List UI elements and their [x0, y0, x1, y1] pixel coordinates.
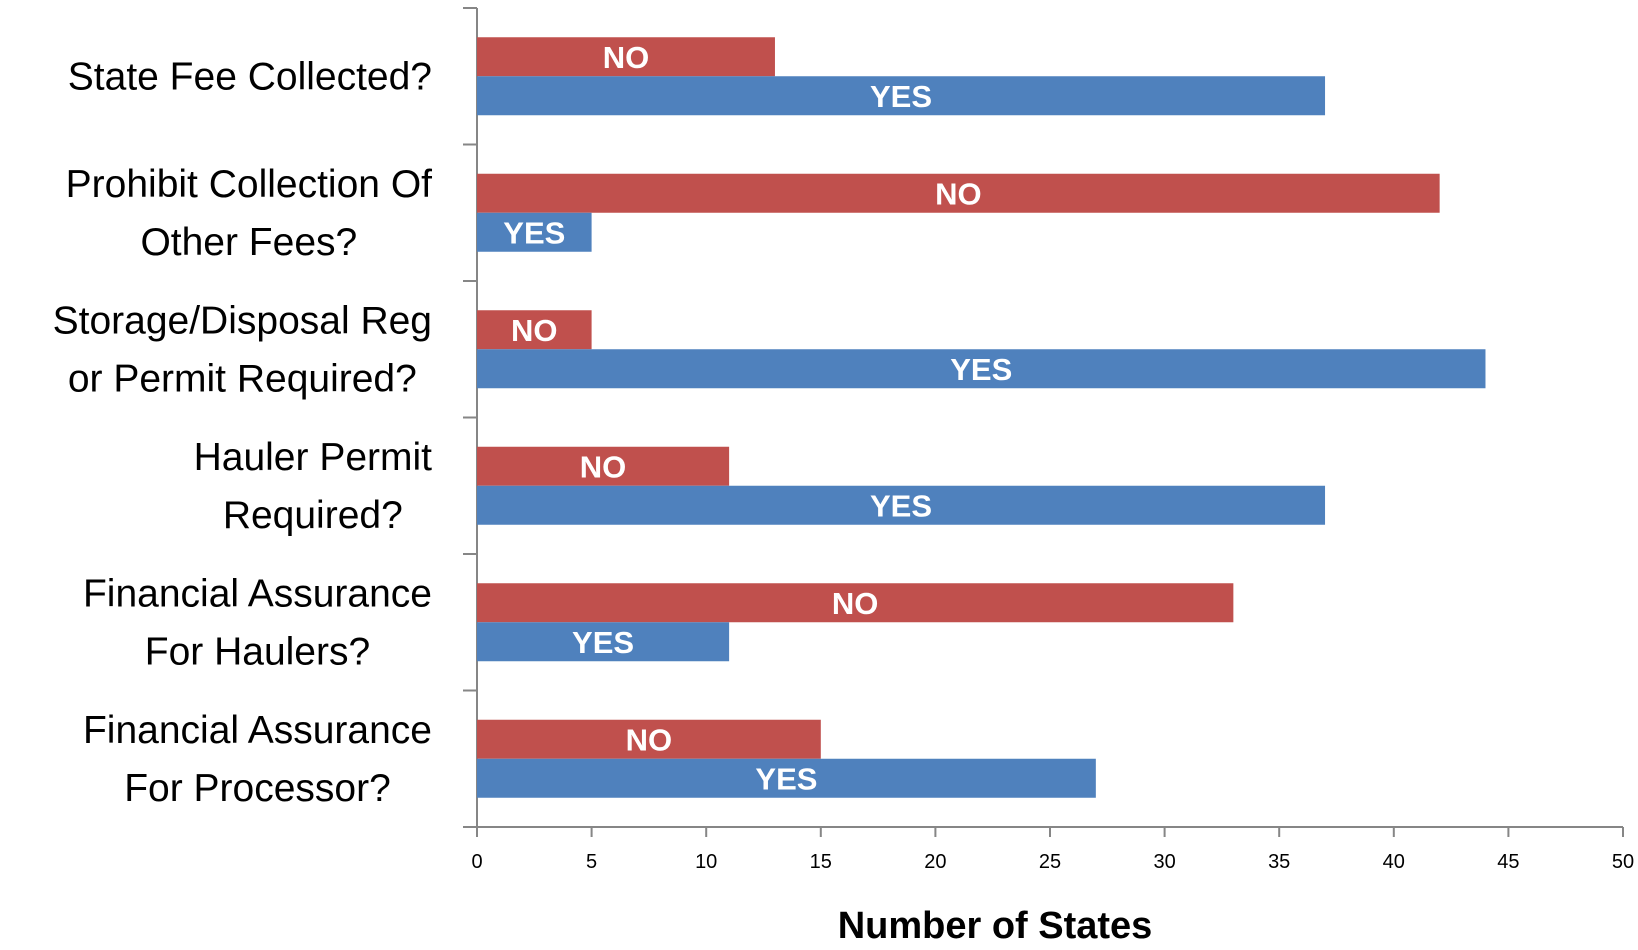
- category-label-line: Hauler Permit: [194, 436, 433, 479]
- bar-label: NO: [603, 40, 650, 75]
- bars: [477, 37, 1486, 798]
- x-tick-label: 10: [695, 851, 717, 873]
- category-label: Financial Assurance For Haulers?: [83, 572, 432, 673]
- category-label: Prohibit Collection Of Other Fees?: [66, 163, 432, 264]
- category-label-line: For Processor?: [124, 767, 391, 810]
- category-label-line: Other Fees?: [140, 221, 357, 264]
- x-axis-title: Number of States: [838, 905, 1153, 947]
- category-label: Financial Assurance For Processor?: [83, 709, 432, 810]
- x-tick-label: 45: [1497, 851, 1519, 873]
- bar-yes: [477, 349, 1486, 389]
- x-tick-label: 50: [1612, 851, 1634, 873]
- x-tick-label: 0: [471, 851, 482, 873]
- category-label-line: Financial Assurance: [83, 572, 432, 615]
- axes: [463, 7, 1624, 837]
- labels: 0 5 10 15 20 25 30 35 40 45 50 NO YES State Fee Colle…: [53, 40, 1635, 873]
- x-tick-label: 30: [1153, 851, 1175, 873]
- bar-yes: [477, 485, 1326, 525]
- bar-label: YES: [950, 352, 1012, 387]
- x-tick-label: 20: [924, 851, 946, 873]
- bar-yes: [477, 212, 592, 252]
- category-label-line: State Fee Collected?: [68, 55, 432, 98]
- category-label: State Fee Collected?: [68, 55, 432, 98]
- bar-label: NO: [580, 449, 627, 484]
- bar-label: YES: [572, 625, 634, 660]
- bar-label: YES: [870, 79, 932, 114]
- category-label: Storage/Disposal Reg or Permit Required?: [53, 299, 432, 400]
- bar-no: [477, 173, 1440, 213]
- x-tick-label: 25: [1039, 851, 1061, 873]
- bar-label: YES: [503, 215, 565, 250]
- bar-label: NO: [626, 722, 673, 757]
- bar-no: [477, 446, 730, 486]
- x-tick-label: 35: [1268, 851, 1290, 873]
- category-label-line: or Permit Required?: [68, 357, 417, 400]
- category-label-line: Prohibit Collection Of: [66, 163, 432, 206]
- category-label-line: Storage/Disposal Reg: [53, 299, 432, 342]
- bar-yes: [477, 622, 730, 662]
- bar-yes: [477, 758, 1096, 798]
- category-label-line: Financial Assurance: [83, 709, 432, 752]
- bar-no: [477, 37, 775, 77]
- x-tick-label: 5: [586, 851, 597, 873]
- bar-yes: [477, 76, 1326, 116]
- category-label-line: For Haulers?: [145, 630, 370, 673]
- category-label-line: Required?: [223, 494, 403, 537]
- bar-label: YES: [755, 761, 817, 796]
- bar-no: [477, 310, 592, 350]
- bar-label: YES: [870, 488, 932, 523]
- bar-label: NO: [511, 313, 558, 348]
- category-label: Hauler Permit Required?: [194, 436, 433, 537]
- bar-no: [477, 583, 1234, 623]
- x-tick-label: 40: [1383, 851, 1405, 873]
- x-tick-label: 15: [810, 851, 832, 873]
- bar-label: NO: [935, 176, 982, 211]
- bar-no: [477, 719, 821, 759]
- bar-label: NO: [832, 586, 879, 621]
